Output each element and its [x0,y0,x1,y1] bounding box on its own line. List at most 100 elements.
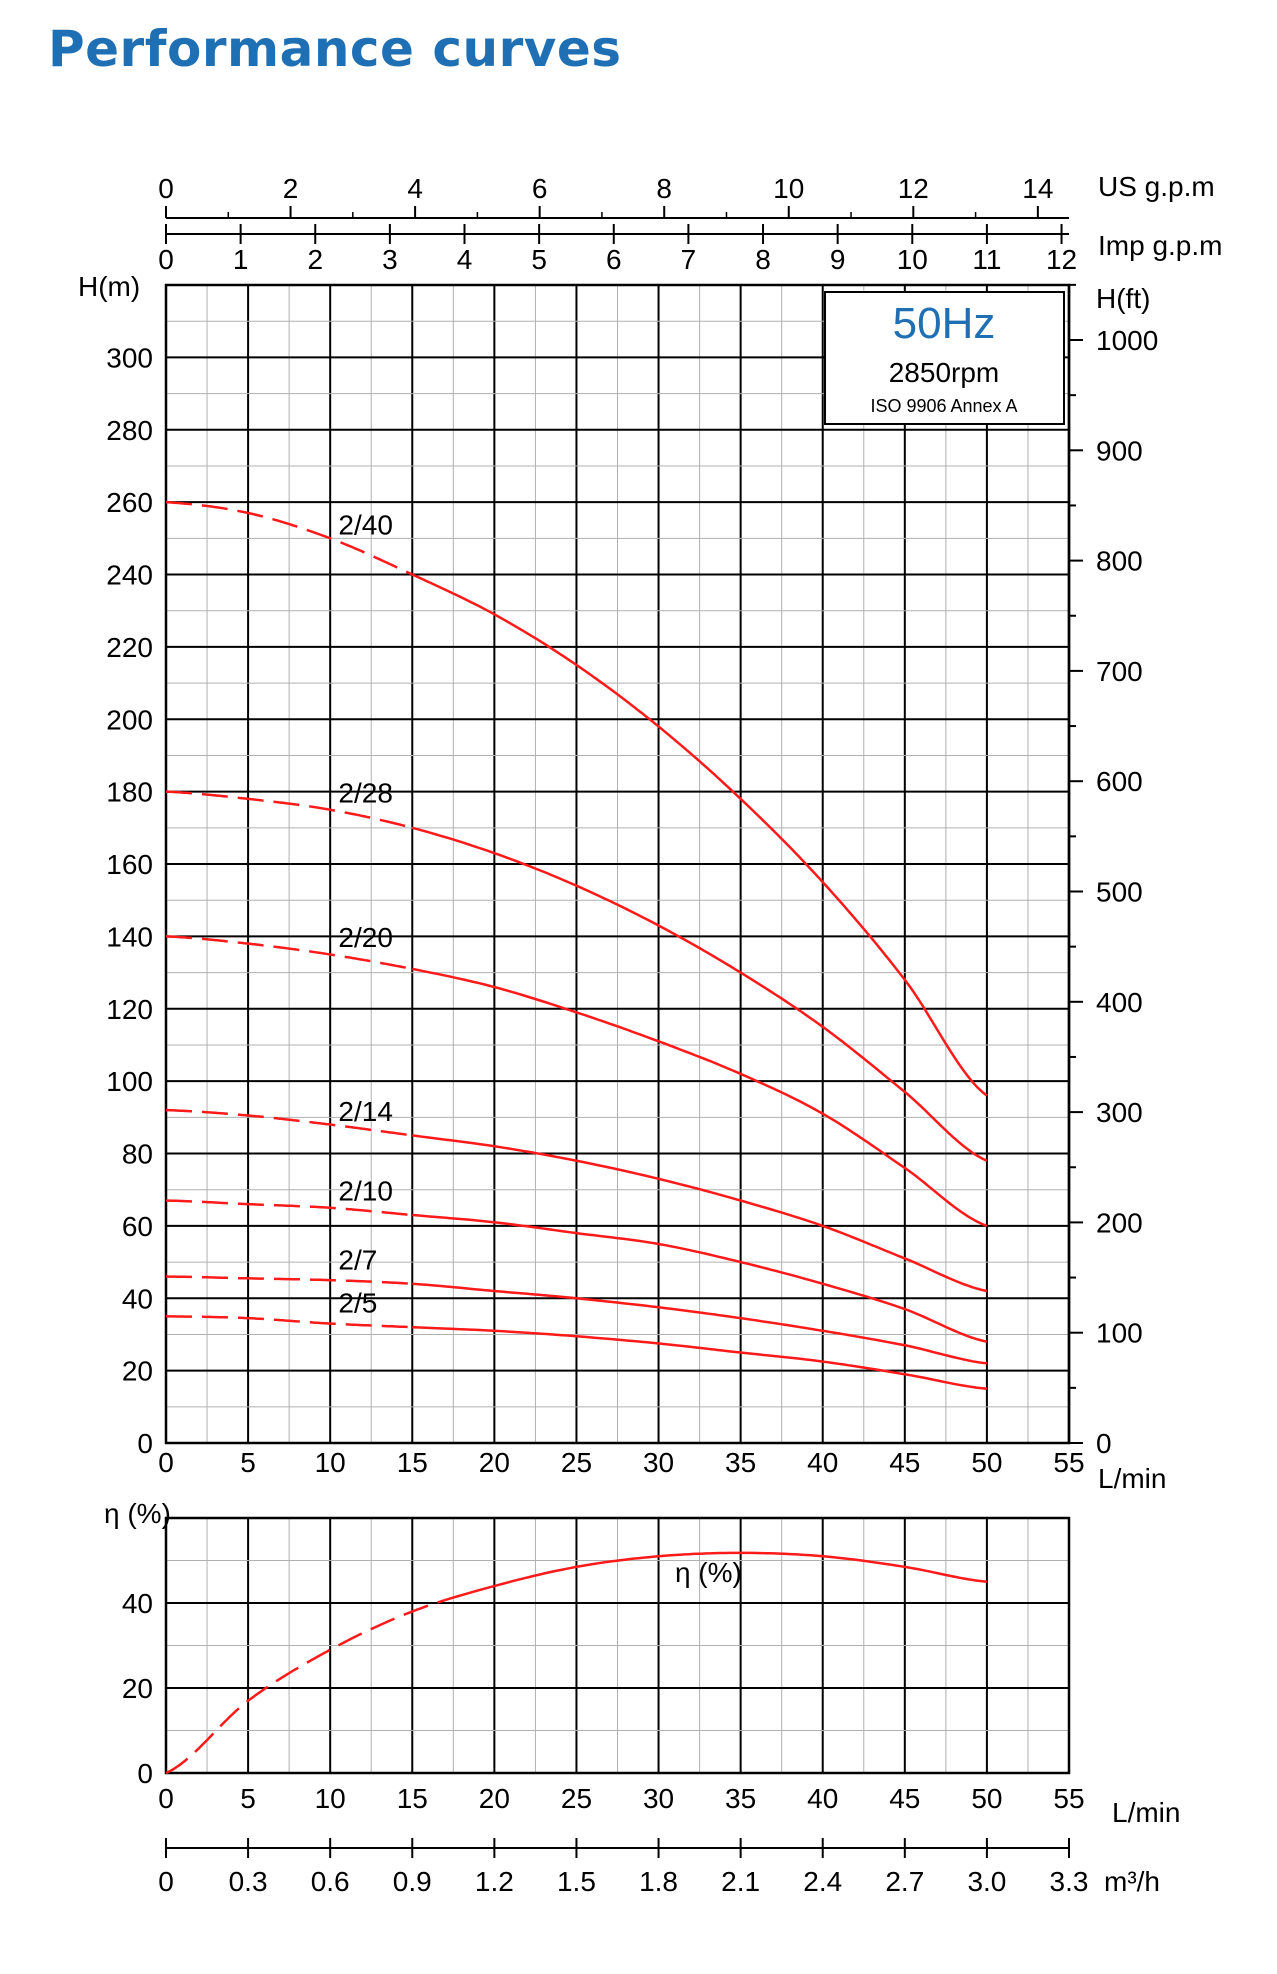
imp-gpm-tick-label: 4 [457,244,473,275]
imp-gpm-tick-label: 11 [972,244,1001,275]
eff-x-tick-label: 25 [561,1783,592,1814]
efficiency-chart-labels: 0 20 40 η (%) 0 5 10 15 20 25 30 35 40 45 50 55 L/min η (… [104,1498,1180,1828]
head-y-tick-label: 120 [106,994,153,1025]
head-y-tick-label: 280 [106,415,153,446]
head-curve [412,1213,988,1343]
efficiency-chart-grid [164,1516,1071,1775]
us-gpm-unit: US g.p.m [1098,171,1215,202]
head-y-tick-label: 60 [122,1211,153,1242]
head-x-tick-label: 10 [315,1447,346,1478]
frequency-label: 50Hz [893,299,996,348]
head-curve [412,1325,988,1390]
eff-x-tick-label: 40 [807,1783,838,1814]
m3h-tick-label: 0 [158,1866,174,1897]
imp-gpm-tick-label: 10 [897,244,928,275]
head-x-tick-label: 30 [643,1447,674,1478]
head-chart-labels: 0204060801001201401601802002202402602803… [78,271,1166,1494]
eff-plot-frame [164,1516,1071,1775]
head-curve-label: 2/10 [338,1176,393,1207]
eff-y-tick-label: 40 [122,1588,153,1619]
m3h-tick-label: 2.7 [885,1866,924,1897]
us-gpm-tick-label: 8 [656,173,672,204]
feet-tick-label: 600 [1096,766,1143,797]
feet-tick-label: 0 [1096,1428,1112,1459]
eff-x-tick-label: 15 [397,1783,428,1814]
eff-x-unit: L/min [1112,1797,1180,1828]
m3h-tick-label: 1.5 [557,1866,596,1897]
head-curve-dashed [165,500,413,576]
head-x-tick-label: 55 [1053,1447,1084,1478]
eff-x-tick-label: 35 [725,1783,756,1814]
feet-unit: H(ft) [1096,283,1150,314]
head-curve-label: 2/5 [338,1288,377,1319]
head-x-tick-label: 15 [397,1447,428,1478]
imp-gpm-tick-label: 6 [606,244,622,275]
imp-gpm-tick-label: 5 [531,244,547,275]
head-curve-label: 2/20 [338,922,393,953]
us-gpm-tick-label: 10 [773,173,804,204]
head-curve [412,1134,988,1293]
imp-gpm-tick-label: 7 [681,244,697,275]
head-y-tick-label: 220 [106,632,153,663]
page-title: Performance curves [48,20,622,78]
imp-gpm-tick-label: 0 [158,244,174,275]
head-y-tick-label: 160 [106,849,153,880]
head-curve [411,573,988,1097]
eff-x-tick-label: 20 [479,1783,510,1814]
head-y-tick-label: 0 [137,1428,153,1459]
head-curve-label: 2/40 [338,510,393,541]
head-y-tick-label: 180 [106,777,153,808]
us-gpm-tick-label: 2 [283,173,299,204]
head-chart-grid [164,283,1083,1445]
head-x-tick-label: 40 [807,1447,838,1478]
feet-tick-label: 800 [1096,546,1143,577]
feet-tick-label: 300 [1096,1097,1143,1128]
m3h-tick-label: 3.3 [1050,1866,1089,1897]
m3h-tick-label: 0.9 [393,1866,432,1897]
head-y-unit: H(m) [78,271,140,302]
head-curve-dashed [165,1275,413,1286]
us-gpm-tick-label: 14 [1022,173,1053,204]
m3h-unit: m³/h [1104,1866,1160,1897]
head-curve-dashed [165,790,413,830]
head-y-tick-label: 260 [106,487,153,518]
efficiency-curves [165,1551,988,1775]
eff-x-tick-label: 50 [971,1783,1002,1814]
head-x-tick-label: 25 [561,1447,592,1478]
eff-y-tick-label: 20 [122,1673,153,1704]
info-box: 50Hz 2850rpm ISO 9906 Annex A [824,291,1065,425]
eff-x-tick-label: 30 [643,1783,674,1814]
eff-x-tick-label: 55 [1053,1783,1084,1814]
m3h-tick-label: 2.4 [803,1866,842,1897]
head-x-tick-label: 50 [971,1447,1002,1478]
standard-label: ISO 9906 Annex A [870,396,1017,416]
eff-x-tick-label: 5 [240,1783,256,1814]
eff-curve-label: η (%) [675,1557,742,1588]
head-y-tick-label: 140 [106,921,153,952]
head-curve-label: 2/14 [338,1096,393,1127]
m3h-tick-label: 1.2 [475,1866,514,1897]
imp-gpm-tick-label: 12 [1046,244,1077,275]
eff-x-tick-label: 10 [315,1783,346,1814]
imp-gpm-tick-label: 1 [233,244,249,275]
eff-y-tick-label: 0 [137,1758,153,1789]
head-x-unit: L/min [1098,1463,1166,1494]
head-y-tick-label: 80 [122,1139,153,1170]
imp-gpm-tick-label: 8 [755,244,771,275]
imp-gpm-tick-label: 2 [307,244,323,275]
eff-curve [444,1551,988,1602]
eff-y-unit: η (%) [104,1498,171,1529]
head-curve [412,967,988,1228]
eff-x-tick-label: 45 [889,1783,920,1814]
eff-x-tick-label: 0 [158,1783,174,1814]
head-x-tick-label: 35 [725,1447,756,1478]
us-gpm-tick-label: 4 [407,173,423,204]
imp-gpm-unit: Imp g.p.m [1098,230,1222,261]
head-curve-dashed [165,1199,413,1217]
feet-tick-label: 700 [1096,656,1143,687]
head-curve [411,826,988,1162]
head-x-tick-label: 0 [158,1447,174,1478]
us-gpm-tick-label: 0 [158,173,174,204]
us-gpm-tick-label: 12 [898,173,929,204]
head-x-tick-label: 5 [240,1447,256,1478]
